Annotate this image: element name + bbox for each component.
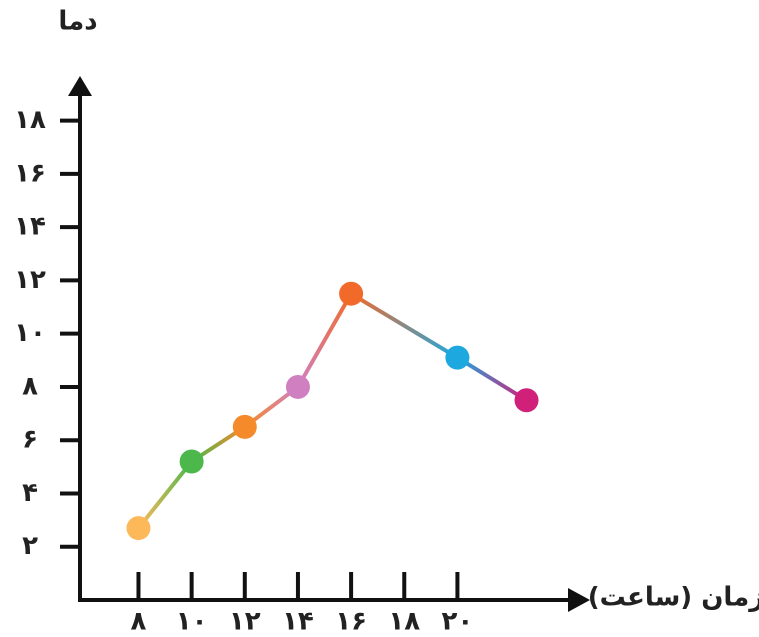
x-tick-label: ۸ xyxy=(131,607,147,637)
y-tick-label: ۴ xyxy=(22,478,38,508)
y-tick-label: ۸ xyxy=(22,371,38,401)
x-tick-label: ۱۰ xyxy=(176,607,208,637)
marker xyxy=(339,281,364,306)
x-axis-arrow xyxy=(568,588,590,612)
marker xyxy=(514,388,539,413)
marker xyxy=(179,449,204,474)
y-tick-label: ۲ xyxy=(22,531,38,561)
marker xyxy=(285,374,310,399)
x-tick-label: ۱۲ xyxy=(229,607,261,637)
y-axis-arrow xyxy=(68,76,92,96)
marker xyxy=(445,345,470,370)
y-tick-label: ۱۸ xyxy=(14,105,46,135)
x-axis-label: زمان (ساعت) xyxy=(588,583,759,613)
x-tick-label: ۲۰ xyxy=(442,607,474,637)
marker xyxy=(126,516,151,541)
marker xyxy=(232,414,257,439)
x-tick-label: ۱۸ xyxy=(388,607,420,637)
y-tick-label: ۱۶ xyxy=(14,158,46,188)
line xyxy=(136,290,528,530)
x-tick-label: ۱۶ xyxy=(335,607,367,637)
y-tick-label: ۱۲ xyxy=(14,265,46,295)
y-axis-label: دما xyxy=(58,7,97,37)
x-tick-label: ۱۴ xyxy=(282,607,314,637)
y-tick-label: ۶ xyxy=(22,425,38,455)
y-tick-label: ۱۰ xyxy=(14,318,46,348)
y-tick-label: ۱۴ xyxy=(14,212,46,242)
